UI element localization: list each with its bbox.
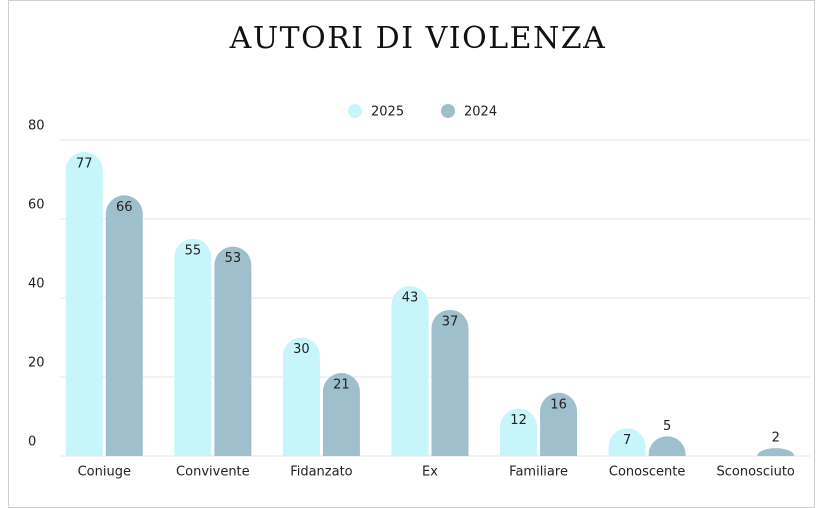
x-tick-label: Familiare (509, 465, 568, 480)
x-tick-label: Convivente (176, 465, 250, 480)
y-tick-label: 40 (28, 277, 45, 292)
bar (391, 286, 429, 456)
bar (174, 238, 212, 456)
legend-label: 2024 (464, 105, 497, 120)
x-tick-label: Fidanzato (290, 465, 352, 480)
data-label: 30 (293, 342, 310, 357)
y-tick-label: 0 (28, 435, 36, 450)
data-label: 43 (402, 291, 419, 306)
data-label: 16 (550, 397, 567, 412)
data-label: 55 (185, 243, 202, 258)
bar (648, 436, 686, 456)
bar (608, 428, 646, 456)
bar (214, 246, 252, 456)
x-tick-label: Sconosciuto (717, 465, 795, 480)
bar (322, 373, 360, 456)
bar (65, 151, 103, 456)
y-tick-label: 60 (28, 198, 45, 213)
data-label: 7 (623, 433, 631, 448)
data-label: 66 (116, 200, 133, 215)
legend-swatch (441, 104, 455, 118)
bar (757, 448, 795, 456)
x-tick-label: Conoscente (609, 465, 685, 480)
bar (431, 309, 469, 456)
data-label: 21 (333, 378, 350, 393)
data-label: 53 (225, 251, 242, 266)
bar (105, 195, 143, 457)
data-label: 5 (663, 419, 671, 434)
y-tick-label: 80 (28, 119, 45, 134)
chart-title: AUTORI DI VIOLENZA (229, 21, 607, 56)
bar (540, 392, 578, 456)
x-tick-label: Ex (422, 465, 438, 480)
data-label: 2 (772, 431, 780, 446)
data-label: 12 (510, 413, 527, 428)
bar (500, 408, 538, 456)
x-tick-label: Coniuge (78, 465, 131, 480)
legend-label: 2025 (371, 105, 404, 120)
bar (282, 337, 320, 456)
legend-swatch (348, 104, 362, 118)
data-label: 77 (76, 156, 93, 171)
y-tick-label: 20 (28, 356, 45, 371)
data-label: 37 (442, 314, 459, 329)
